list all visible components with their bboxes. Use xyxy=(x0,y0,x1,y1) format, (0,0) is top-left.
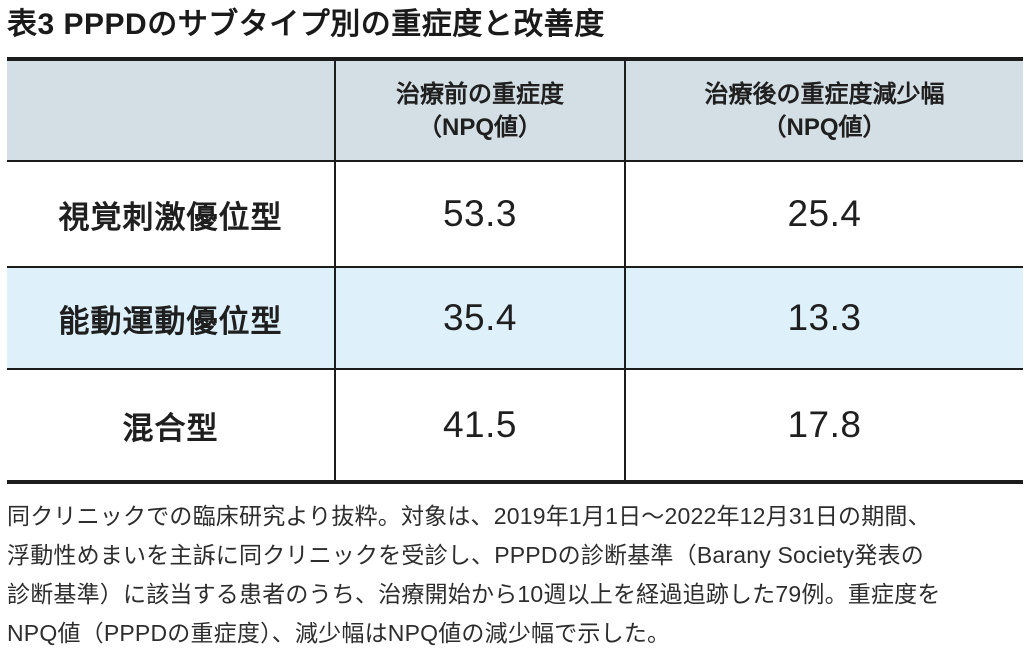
table-row-active-motion: 能動運動優位型 35.4 13.3 xyxy=(7,266,1023,368)
post-value: 25.4 xyxy=(787,193,862,234)
row-label-cell: 視覚刺激優位型 xyxy=(7,162,334,266)
pre-value-cell: 35.4 xyxy=(334,268,624,368)
pre-value: 53.3 xyxy=(442,193,517,234)
footnote-line: 同クリニックでの臨床研究より抜粋。対象は、2019年1月1日～2022年12月3… xyxy=(7,503,931,529)
row-label-cell: 混合型 xyxy=(7,370,334,480)
pre-value-cell: 41.5 xyxy=(334,370,624,480)
post-value-cell: 17.8 xyxy=(624,370,1023,480)
pre-value: 41.5 xyxy=(442,404,517,445)
footnote-line: NPQ値（PPPDの重症度）、減少幅はNPQ値の減少幅で示した。 xyxy=(7,620,671,646)
row-label: 視覚刺激優位型 xyxy=(58,199,283,235)
header-post-treatment-label: 治療後の重症度減少幅 xyxy=(704,80,945,108)
table-header-row: 治療前の重症度 （NPQ値） 治療後の重症度減少幅 （NPQ値） xyxy=(7,61,1023,160)
post-value-cell: 13.3 xyxy=(624,268,1023,368)
data-table: 治療前の重症度 （NPQ値） 治療後の重症度減少幅 （NPQ値） 視覚刺激優位型… xyxy=(7,57,1023,484)
table-row-visual-stimulus: 視覚刺激優位型 53.3 25.4 xyxy=(7,160,1023,266)
row-label: 混合型 xyxy=(122,410,219,446)
table-title: 表3 PPPDのサブタイプ別の重症度と改善度 xyxy=(7,8,605,41)
row-label-cell: 能動運動優位型 xyxy=(7,268,334,368)
table-row-mixed: 混合型 41.5 17.8 xyxy=(7,368,1023,480)
header-post-treatment-unit: （NPQ値） xyxy=(762,113,887,141)
header-pre-treatment-unit: （NPQ値） xyxy=(417,113,542,141)
footnote: 同クリニックでの臨床研究より抜粋。対象は、2019年1月1日～2022年12月3… xyxy=(7,497,1023,653)
row-label: 能動運動優位型 xyxy=(58,303,283,339)
pre-value-cell: 53.3 xyxy=(334,162,624,266)
footnote-line: 浮動性めまいを主訴に同クリニックを受診し、PPPDの診断基準（Barany So… xyxy=(7,542,924,568)
header-pre-treatment-label: 治療前の重症度 xyxy=(396,80,564,108)
post-value-cell: 25.4 xyxy=(624,162,1023,266)
footnote-line: 診断基準）に該当する患者のうち、治療開始から10週以上を経過追跡した79例。重症… xyxy=(7,581,941,607)
post-value: 13.3 xyxy=(787,297,862,338)
header-post-treatment-cell: 治療後の重症度減少幅 （NPQ値） xyxy=(624,61,1023,160)
pre-value: 35.4 xyxy=(442,297,517,338)
header-empty-cell xyxy=(7,61,334,160)
header-pre-treatment-cell: 治療前の重症度 （NPQ値） xyxy=(334,61,624,160)
post-value: 17.8 xyxy=(787,404,862,445)
